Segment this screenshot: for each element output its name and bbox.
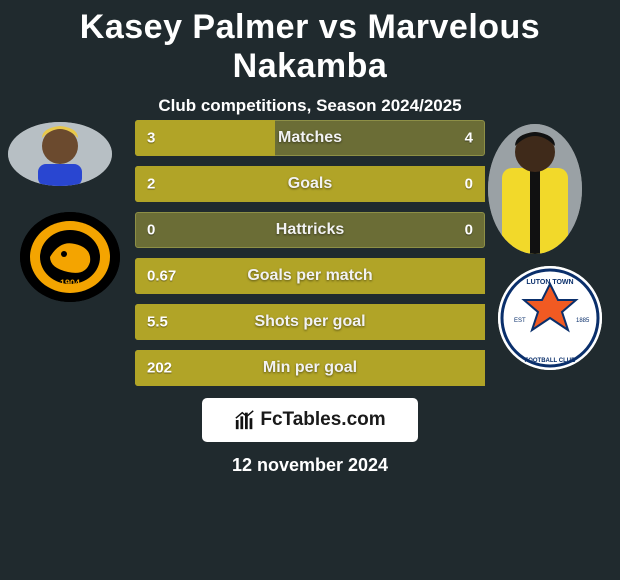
stat-label: Matches <box>278 129 342 147</box>
brand-icon <box>234 409 256 431</box>
brand-badge: FcTables.com <box>202 398 418 442</box>
stat-left-value: 202 <box>147 360 172 377</box>
stat-left-value: 0 <box>147 222 155 239</box>
svg-text:1904: 1904 <box>60 278 80 288</box>
page-title: Kasey Palmer vs Marvelous Nakamba <box>0 0 620 86</box>
player1-avatar <box>8 122 112 186</box>
stat-row-goals-per-match: 0.67 Goals per match <box>135 258 485 294</box>
svg-text:FOOTBALL CLUB: FOOTBALL CLUB <box>525 358 577 364</box>
svg-text:EST: EST <box>514 318 526 324</box>
subtitle: Club competitions, Season 2024/2025 <box>0 96 620 116</box>
stat-left-value: 3 <box>147 130 155 147</box>
stat-label: Goals per match <box>247 267 372 285</box>
stat-label: Shots per goal <box>254 313 365 331</box>
svg-text:LUTON TOWN: LUTON TOWN <box>526 279 573 286</box>
stat-label: Min per goal <box>263 359 357 377</box>
stat-row-matches: 3 Matches 4 <box>135 120 485 156</box>
stat-right-value: 4 <box>465 130 473 147</box>
stat-left-value: 5.5 <box>147 314 168 331</box>
comparison-chart: 3 Matches 4 2 Goals 0 0 Hattricks 0 0.67… <box>135 120 485 396</box>
player2-avatar <box>488 124 582 254</box>
player1-club-crest: 1904 <box>20 212 120 302</box>
svg-text:1885: 1885 <box>576 318 590 324</box>
stat-right-value: 0 <box>465 222 473 239</box>
stat-label: Hattricks <box>276 221 344 239</box>
stat-left-value: 0.67 <box>147 268 176 285</box>
stat-row-min-per-goal: 202 Min per goal <box>135 350 485 386</box>
stat-label: Goals <box>288 175 332 193</box>
date-text: 12 november 2024 <box>232 455 388 476</box>
stat-row-goals: 2 Goals 0 <box>135 166 485 202</box>
stat-row-shots-per-goal: 5.5 Shots per goal <box>135 304 485 340</box>
stat-right-value: 0 <box>465 176 473 193</box>
stat-left-value: 2 <box>147 176 155 193</box>
brand-text: FcTables.com <box>260 409 385 431</box>
bar-fill <box>135 120 275 156</box>
stat-row-hattricks: 0 Hattricks 0 <box>135 212 485 248</box>
player2-club-crest: LUTON TOWN FOOTBALL CLUB EST 1885 <box>498 266 602 370</box>
